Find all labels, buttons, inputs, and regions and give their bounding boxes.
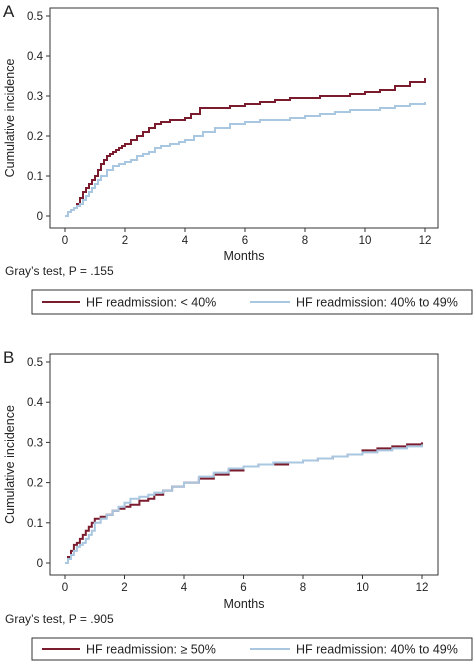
y-tick-label: 0 bbox=[37, 558, 43, 570]
series-line-comparison bbox=[65, 102, 426, 217]
x-tick-label: 8 bbox=[300, 582, 306, 594]
y-tick-label: 0.5 bbox=[27, 11, 43, 23]
panel-letter: A bbox=[3, 2, 15, 21]
plot-frame bbox=[49, 353, 439, 576]
y-tick-label: 0.4 bbox=[27, 397, 44, 409]
x-tick-label: 0 bbox=[62, 582, 68, 594]
x-tick-label: 12 bbox=[419, 235, 432, 247]
x-tick-label: 2 bbox=[122, 235, 128, 247]
y-tick-label: 0.4 bbox=[27, 51, 44, 63]
y-axis-label: Cumulative incidence bbox=[3, 59, 17, 178]
x-tick-label: 4 bbox=[182, 235, 189, 247]
panel-letter: B bbox=[3, 348, 14, 367]
grays-test-label: Gray’s test, P = .905 bbox=[5, 612, 114, 626]
x-tick-label: 4 bbox=[181, 582, 188, 594]
y-tick-label: 0.2 bbox=[27, 478, 43, 490]
legend-label: HF readmission: 40% to 49% bbox=[296, 643, 458, 657]
legend-label: HF readmission: ≥ 50% bbox=[86, 643, 216, 657]
x-axis-label: Months bbox=[224, 249, 265, 263]
x-tick-label: 8 bbox=[302, 235, 308, 247]
plot-frame bbox=[49, 7, 439, 229]
y-tick-label: 0 bbox=[37, 211, 43, 223]
y-tick-label: 0.1 bbox=[27, 518, 43, 530]
series-line-primary bbox=[65, 442, 423, 564]
x-axis-label: Months bbox=[224, 597, 265, 611]
x-tick-label: 2 bbox=[121, 582, 127, 594]
x-tick-label: 12 bbox=[416, 582, 429, 594]
grays-test-label: Gray’s test, P = .155 bbox=[5, 264, 114, 278]
x-tick-label: 0 bbox=[62, 235, 68, 247]
y-tick-label: 0.2 bbox=[27, 131, 43, 143]
series-line-comparison bbox=[65, 444, 423, 564]
x-tick-label: 6 bbox=[242, 235, 248, 247]
x-tick-label: 10 bbox=[356, 582, 369, 594]
y-tick-label: 0.1 bbox=[27, 171, 43, 183]
series-line-primary bbox=[65, 78, 426, 217]
x-tick-label: 6 bbox=[240, 582, 246, 594]
x-tick-label: 10 bbox=[359, 235, 372, 247]
y-tick-label: 0.3 bbox=[27, 437, 43, 449]
y-axis-label: Cumulative incidence bbox=[3, 405, 17, 524]
y-tick-label: 0.5 bbox=[27, 357, 43, 369]
legend-label: HF readmission: < 40% bbox=[86, 296, 216, 310]
legend-label: HF readmission: 40% to 49% bbox=[296, 296, 458, 310]
y-tick-label: 0.3 bbox=[27, 91, 43, 103]
